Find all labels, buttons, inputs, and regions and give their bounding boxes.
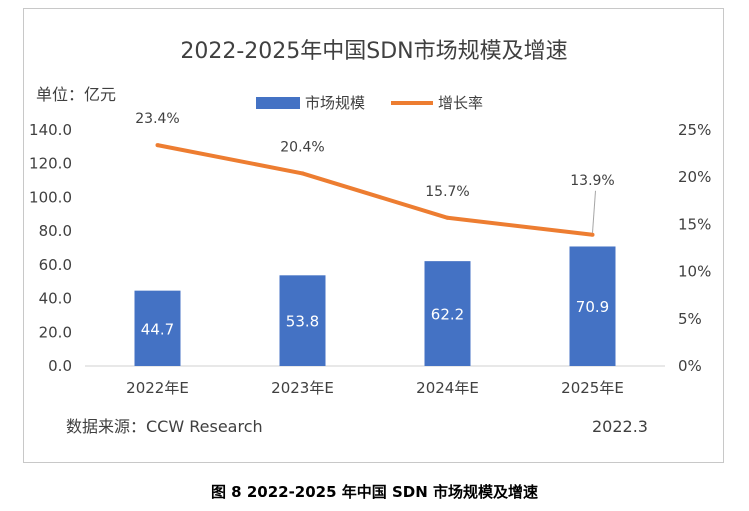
right-tick-label: 20% — [678, 168, 711, 186]
bar — [569, 246, 616, 366]
right-tick-label: 25% — [678, 121, 711, 139]
line-point — [445, 215, 450, 220]
figure-caption: 图 8 2022-2025 年中国 SDN 市场规模及增速 — [210, 483, 539, 501]
growth-line — [157, 143, 593, 237]
x-axis: 2022年E 2023年E 2024年E 2025年E — [126, 379, 624, 397]
left-axis: 0.0 20.0 40.0 60.0 80.0 100.0 120.0 140.0 — [29, 121, 72, 375]
bar-series: 44.7 53.8 62.2 70.9 — [134, 246, 616, 366]
line-point — [590, 232, 595, 237]
bar-data-label: 70.9 — [576, 298, 609, 316]
right-tick-label: 15% — [678, 215, 711, 233]
left-tick-label: 100.0 — [29, 188, 72, 206]
legend-swatch-bar — [256, 97, 300, 109]
bar — [279, 275, 326, 366]
right-tick-label: 10% — [678, 263, 711, 281]
bar-data-label: 53.8 — [286, 313, 319, 331]
line-data-label: 20.4% — [280, 139, 324, 155]
left-tick-label: 120.0 — [29, 155, 72, 173]
x-tick-label: 2022年E — [126, 379, 189, 397]
legend: 市场规模 增长率 — [256, 94, 483, 112]
x-tick-label: 2024年E — [416, 379, 479, 397]
bar-data-label: 44.7 — [141, 320, 174, 338]
left-tick-label: 80.0 — [39, 222, 72, 240]
left-tick-label: 140.0 — [29, 121, 72, 139]
left-tick-label: 60.0 — [39, 256, 72, 274]
right-tick-label: 5% — [678, 310, 702, 328]
bar-data-label: 62.2 — [431, 306, 464, 324]
left-tick-label: 40.0 — [39, 290, 72, 308]
x-tick-label: 2025年E — [561, 379, 624, 397]
legend-label-bar: 市场规模 — [305, 94, 365, 112]
left-tick-label: 20.0 — [39, 323, 72, 341]
line-data-label: 13.9% — [570, 173, 614, 189]
bar — [134, 290, 181, 366]
chart-frame — [23, 8, 724, 463]
chart: 2022-2025年中国SDN市场规模及增速 单位：亿元 市场规模 增长率 0.… — [29, 39, 711, 436]
right-tick-label: 0% — [678, 357, 702, 375]
right-axis: 0% 5% 10% 15% 20% 25% — [678, 121, 711, 375]
line-data-label: 23.4% — [135, 111, 179, 127]
line-data-label: 15.7% — [425, 184, 469, 200]
line-series: 23.4% 20.4% 15.7% 13.9% — [135, 111, 615, 237]
label-leader-line — [592, 190, 596, 233]
source-note: 数据来源：CCW Research — [66, 417, 263, 436]
chart-title: 2022-2025年中国SDN市场规模及增速 — [180, 39, 567, 64]
x-tick-label: 2023年E — [271, 379, 334, 397]
line-point — [300, 171, 305, 176]
bar — [424, 261, 471, 366]
line-point — [155, 143, 160, 148]
legend-label-line: 增长率 — [438, 94, 483, 112]
unit-label: 单位：亿元 — [36, 85, 116, 104]
date-note: 2022.3 — [592, 417, 648, 436]
left-tick-label: 0.0 — [48, 357, 72, 375]
